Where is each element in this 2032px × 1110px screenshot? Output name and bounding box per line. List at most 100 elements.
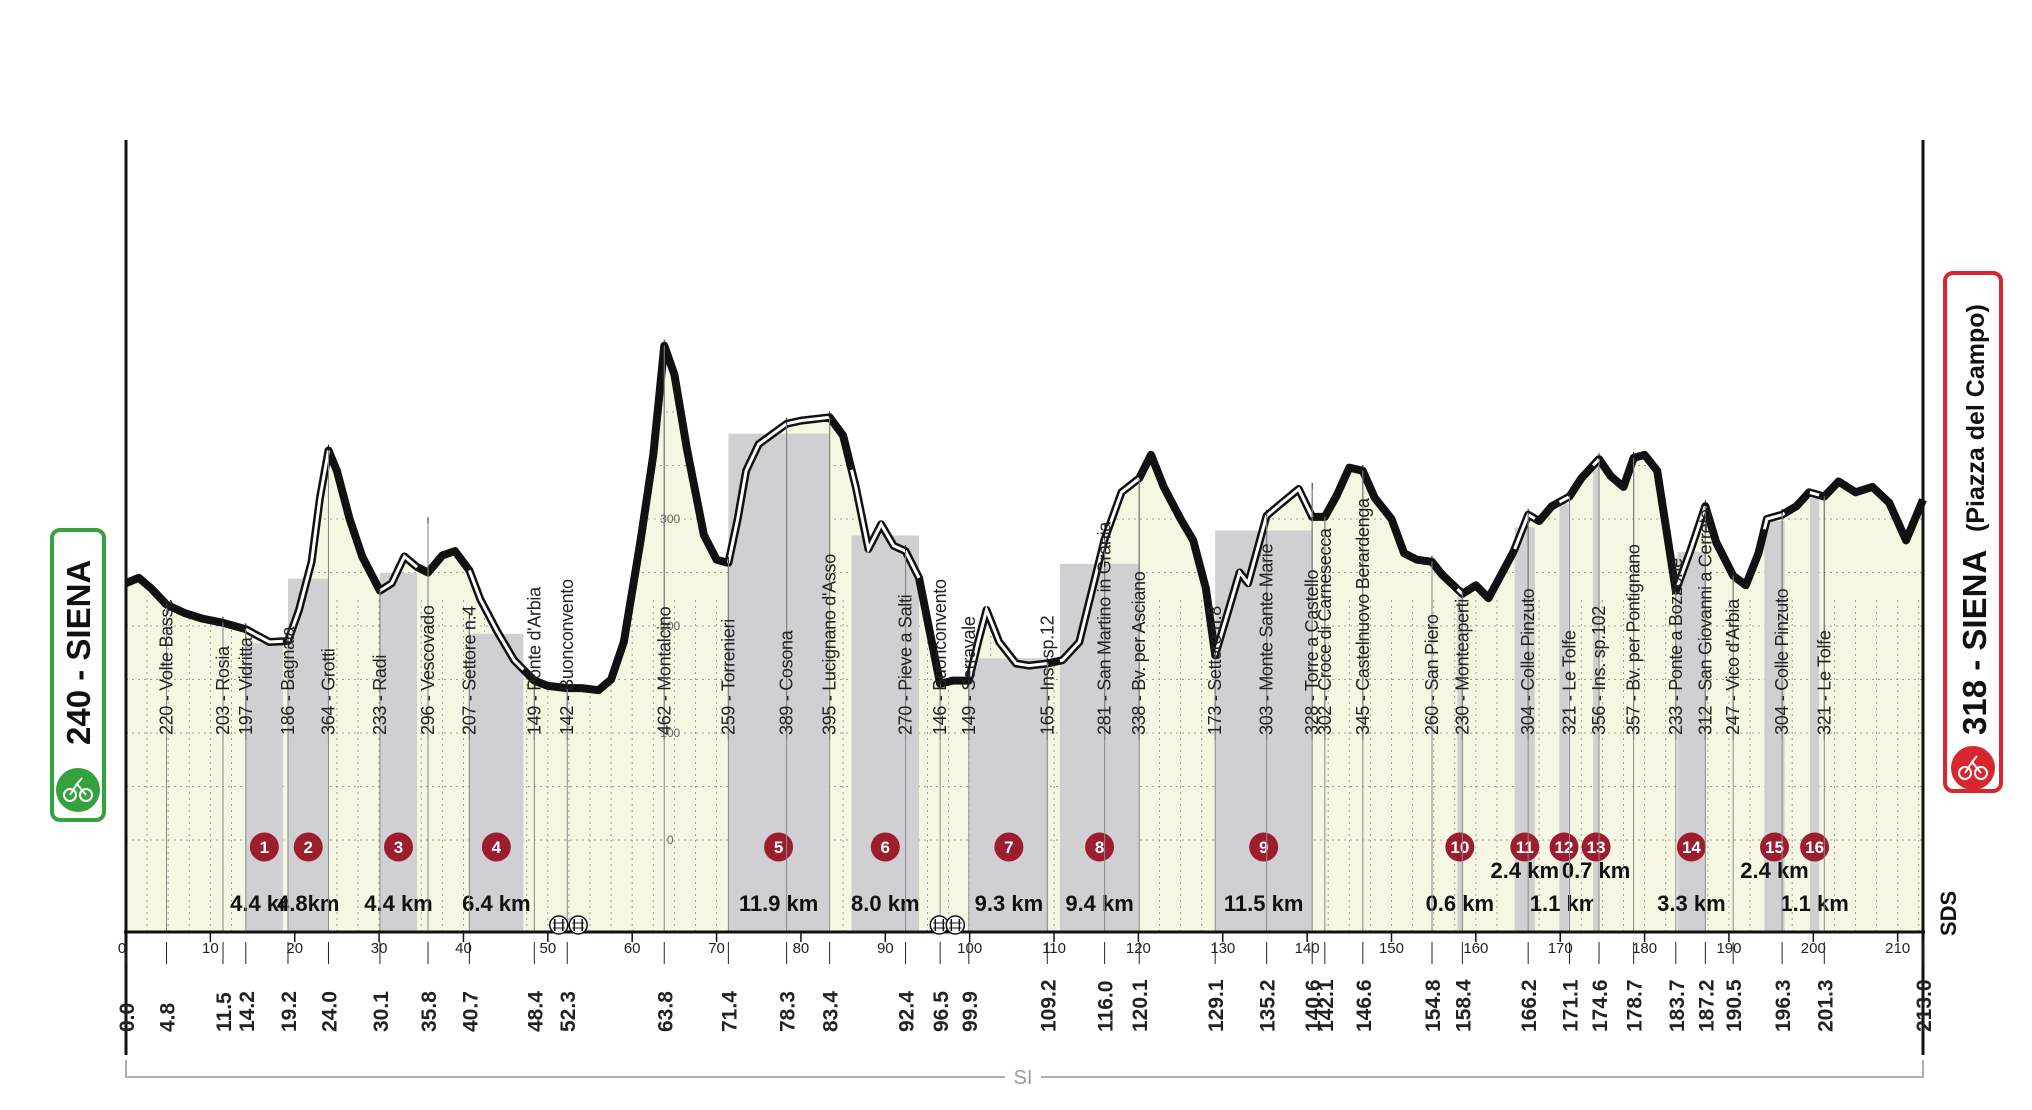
sector-length-14: 3.3 km	[1657, 891, 1726, 916]
rail-circle	[549, 915, 569, 935]
profile-gravel-highlight-7	[968, 605, 1049, 678]
x-tick-label-10: 10	[202, 940, 219, 957]
gravel-sector-13	[1593, 466, 1600, 932]
place-label-11: 259 - Torrenieri	[718, 619, 738, 735]
sector-badge-7	[994, 832, 1024, 862]
gravel-sector-10	[1457, 595, 1464, 932]
elev-tick-0: 0	[667, 833, 674, 847]
sector-badge-label-15: 15	[1765, 838, 1784, 857]
km-mark-22: 135.2	[1257, 979, 1280, 1032]
place-label-3: 186 - Bagnaia	[278, 626, 298, 735]
place-label-20: 173 - Settore n.8	[1205, 606, 1225, 735]
sector-badge-10	[1445, 832, 1475, 862]
finish-bike-frame	[1964, 755, 1982, 774]
rail-crossing-icon-3	[945, 915, 966, 935]
profile-area	[126, 345, 1923, 932]
gravel-sector-1	[245, 643, 283, 932]
place-label-22: 328 - Torre a Castello	[1302, 570, 1322, 735]
place-label-9: 142 - Buonconvento	[557, 579, 577, 735]
km-mark-7: 35.8	[418, 991, 441, 1032]
profile-gravel-highlight-14	[1676, 505, 1707, 587]
sector-badge-14	[1676, 832, 1706, 862]
sector-badge-1	[249, 832, 279, 862]
place-label-7: 207 - Settore n.4	[459, 606, 479, 735]
profile-gravel-highlight-15	[1762, 511, 1786, 530]
place-label-18: 281 - San Martino in Grania	[1095, 521, 1115, 735]
km-mark-9: 48.4	[524, 991, 547, 1032]
sector-length-7: 9.3 km	[975, 891, 1044, 916]
sector-badge-label-8: 8	[1095, 838, 1104, 857]
sector-badge-label-3: 3	[394, 838, 403, 857]
km-mark-6: 30.1	[370, 991, 393, 1032]
km-mark-23: 140.6	[1302, 979, 1325, 1032]
km-mark-32: 183.7	[1666, 979, 1689, 1032]
sector-badge-label-14: 14	[1682, 838, 1701, 857]
x-tick-label-0: 0	[118, 940, 126, 957]
place-label-28: 321 - Le Tolfe	[1560, 630, 1580, 735]
finish-bike-wheel-1	[1958, 766, 1972, 780]
sector-badge-2	[293, 832, 323, 862]
place-label-12: 389 - Cosona	[777, 629, 797, 735]
sector-length-16: 1.1 km	[1780, 891, 1849, 916]
sector-length-12: 1.1 km	[1530, 891, 1599, 916]
place-label-17: 165 - Ins. sp.12	[1037, 615, 1057, 735]
place-label-35: 321 - Le Tolfe	[1814, 630, 1834, 735]
place-label-29: 356 - Ins. sp.102	[1589, 606, 1609, 735]
rail-circle	[945, 915, 966, 935]
x-tick-label-200: 200	[1801, 940, 1826, 957]
x-tick-label-120: 120	[1126, 940, 1151, 957]
km-mark-30: 174.6	[1589, 979, 1612, 1032]
place-label-21: 303 - Monte Sante Marie	[1257, 544, 1277, 735]
x-tick-label-140: 140	[1295, 940, 1320, 957]
axis-layer: 0 10 20 30 40 50 60 70 80 90 100 110 120 130 140 150 160…	[116, 140, 1961, 1089]
km-mark-0: 0.0	[116, 1003, 139, 1032]
start-box-frame	[50, 528, 106, 822]
start-label: 240 - SIENA	[60, 560, 97, 745]
place-label-34: 304 - Colle Pinzuto	[1772, 588, 1792, 735]
profile-gravel-highlight-8	[1059, 477, 1141, 663]
sector-badge-label-4: 4	[492, 838, 502, 857]
endpoints-layer: 240 - SIENA 318 - SIENA (Piazza del Campo)	[50, 271, 2003, 822]
km-mark-27: 158.4	[1452, 979, 1475, 1032]
km-mark-25: 146.6	[1353, 979, 1376, 1032]
start-bike-wheel-1	[63, 788, 77, 802]
place-label-15: 146 - Buonconvento	[930, 579, 950, 735]
sector-badge-label-5: 5	[774, 838, 783, 857]
sector-length-1: 4.4 km	[230, 891, 299, 916]
km-mark-20: 120.1	[1129, 979, 1152, 1032]
profile-fill-layer	[126, 345, 1923, 932]
place-label-19: 338 - Bv. per Asciano	[1129, 571, 1149, 735]
gravel-sector-11	[1514, 527, 1535, 932]
x-tick-label-100: 100	[957, 940, 982, 957]
km-mark-13: 78.3	[777, 991, 800, 1032]
profile-gravel-highlight-1	[245, 627, 283, 644]
sector-length-5: 11.9 km	[739, 891, 819, 916]
x-tick-label-190: 190	[1716, 940, 1741, 957]
place-label-24: 345 - Castelnuovo Berardenga	[1353, 497, 1373, 735]
sector-badge-label-10: 10	[1450, 838, 1469, 857]
profile-gravel-highlight-13	[1591, 458, 1601, 467]
start-box: 240 - SIENA	[50, 528, 106, 822]
sector-length-6: 8.0 km	[851, 891, 920, 916]
finish-sublabel: (Piazza del Campo)	[1962, 304, 1990, 532]
sector-length-2: 4.8km	[277, 891, 339, 916]
region-label-bg	[1005, 1064, 1041, 1088]
gravel-sector-8	[1059, 563, 1140, 932]
gravel-sector-3	[379, 572, 418, 932]
rail-circle	[568, 915, 588, 935]
x-tick-label-20: 20	[286, 940, 303, 957]
km-mark-29: 171.1	[1560, 979, 1583, 1032]
place-label-23: 302 - Croce di Carnesecca	[1315, 527, 1335, 735]
place-label-25: 260 - San Piero	[1422, 614, 1442, 735]
gravel-sector-12	[1559, 503, 1569, 932]
sector-badge-4	[481, 832, 511, 862]
profile-gravel-highlight-2	[286, 450, 330, 642]
km-mark-2: 11.5	[213, 992, 236, 1032]
km-mark-11: 63.8	[654, 991, 677, 1032]
km-mark-8: 40.7	[459, 991, 482, 1032]
rail-crossing-icon-0	[549, 915, 569, 935]
x-tick-label-80: 80	[793, 940, 810, 957]
km-mark-21: 129.1	[1205, 979, 1228, 1032]
place-label-10: 462 - Montalcino	[654, 606, 674, 735]
place-label-27: 304 - Colle Pinzuto	[1518, 588, 1538, 735]
